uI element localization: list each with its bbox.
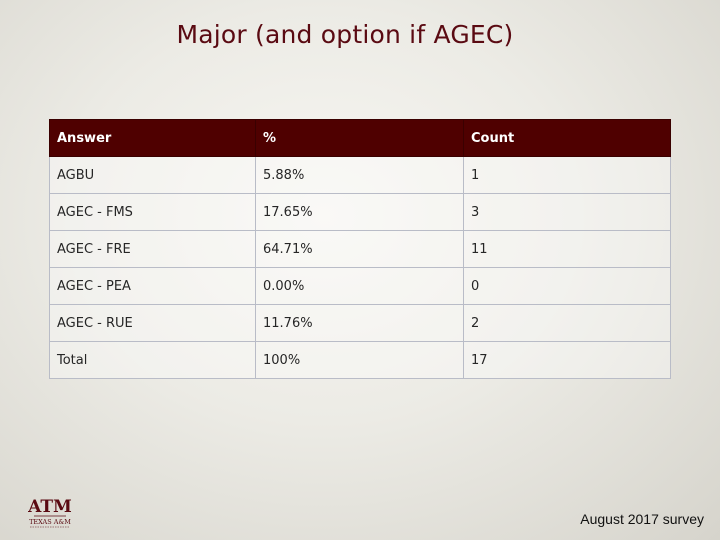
- cell-percent: 0.00%: [255, 267, 464, 305]
- cell-answer: AGEC - PEA: [49, 267, 256, 305]
- cell-percent: 5.88%: [255, 156, 464, 194]
- slide-title: Major (and option if AGEC): [176, 20, 514, 49]
- header-answer: Answer: [49, 119, 256, 157]
- cell-count: 11: [463, 230, 671, 268]
- svg-text:ATM: ATM: [27, 497, 72, 517]
- svg-text:TEXAS A&M: TEXAS A&M: [29, 518, 71, 526]
- survey-date-label: August 2017 survey: [580, 511, 704, 527]
- cell-percent: 100%: [255, 341, 464, 379]
- table-row: AGEC - PEA 0.00% 0: [49, 267, 671, 305]
- table-row: AGEC - FRE 64.71% 11: [49, 230, 671, 268]
- cell-answer: AGBU: [49, 156, 256, 194]
- cell-percent: 64.71%: [255, 230, 464, 268]
- table-row: AGEC - FMS 17.65% 3: [49, 193, 671, 231]
- header-percent: %: [255, 119, 464, 157]
- cell-answer: Total: [49, 341, 256, 379]
- texas-am-logo: ATM TEXAS A&M: [27, 497, 72, 528]
- table-row: AGBU 5.88% 1: [49, 156, 671, 194]
- cell-count: 17: [463, 341, 671, 379]
- table-row-total: Total 100% 17: [49, 341, 671, 379]
- cell-count: 2: [463, 304, 671, 342]
- cell-percent: 17.65%: [255, 193, 464, 231]
- cell-answer: AGEC - FMS: [49, 193, 256, 231]
- cell-count: 1: [463, 156, 671, 194]
- cell-answer: AGEC - FRE: [49, 230, 256, 268]
- cell-count: 0: [463, 267, 671, 305]
- results-table: Answer % Count AGBU 5.88% 1 AGEC - FMS 1…: [49, 119, 671, 379]
- table-row: AGEC - RUE 11.76% 2: [49, 304, 671, 342]
- cell-count: 3: [463, 193, 671, 231]
- header-count: Count: [463, 119, 671, 157]
- cell-percent: 11.76%: [255, 304, 464, 342]
- cell-answer: AGEC - RUE: [49, 304, 256, 342]
- table-header-row: Answer % Count: [49, 119, 671, 157]
